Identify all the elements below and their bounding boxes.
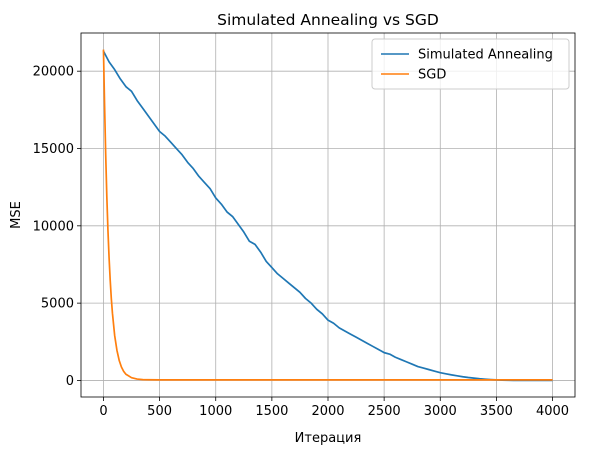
- series-line-simulated-annealing: [102, 50, 553, 382]
- x-tick-label: 1000: [199, 404, 232, 419]
- ticks-layer: 0 500 1000 1500 2000 2500 3000 3500 4000 0 5000 100…: [33, 65, 569, 419]
- y-tick-label: 5000: [41, 297, 74, 312]
- x-tick-label: 1500: [255, 404, 288, 419]
- series-line-sgd: [102, 49, 553, 381]
- x-tick-label: 500: [147, 404, 172, 419]
- y-axis-label: MSE: [9, 201, 24, 229]
- legend-label-sgd: SGD: [418, 68, 446, 83]
- x-tick-label: 4000: [536, 404, 569, 419]
- chart-title: Simulated Annealing vs SGD: [217, 11, 439, 29]
- y-tick-label: 0: [66, 374, 74, 389]
- legend-label-simulated-annealing: Simulated Annealing: [418, 48, 553, 63]
- y-tick-label: 15000: [33, 142, 74, 157]
- x-tick-label: 2500: [368, 404, 401, 419]
- series-lines: [102, 49, 553, 382]
- x-tick-label: 3500: [480, 404, 513, 419]
- legend-box: [371, 38, 570, 90]
- legend: Simulated Annealing SGD: [371, 38, 570, 90]
- y-tick-label: 10000: [33, 219, 74, 234]
- x-tick-label: 3000: [424, 404, 457, 419]
- y-tick-label: 20000: [33, 65, 74, 80]
- x-axis-label: Итерация: [295, 431, 362, 446]
- x-tick-label: 0: [99, 404, 107, 419]
- x-tick-label: 2000: [311, 404, 344, 419]
